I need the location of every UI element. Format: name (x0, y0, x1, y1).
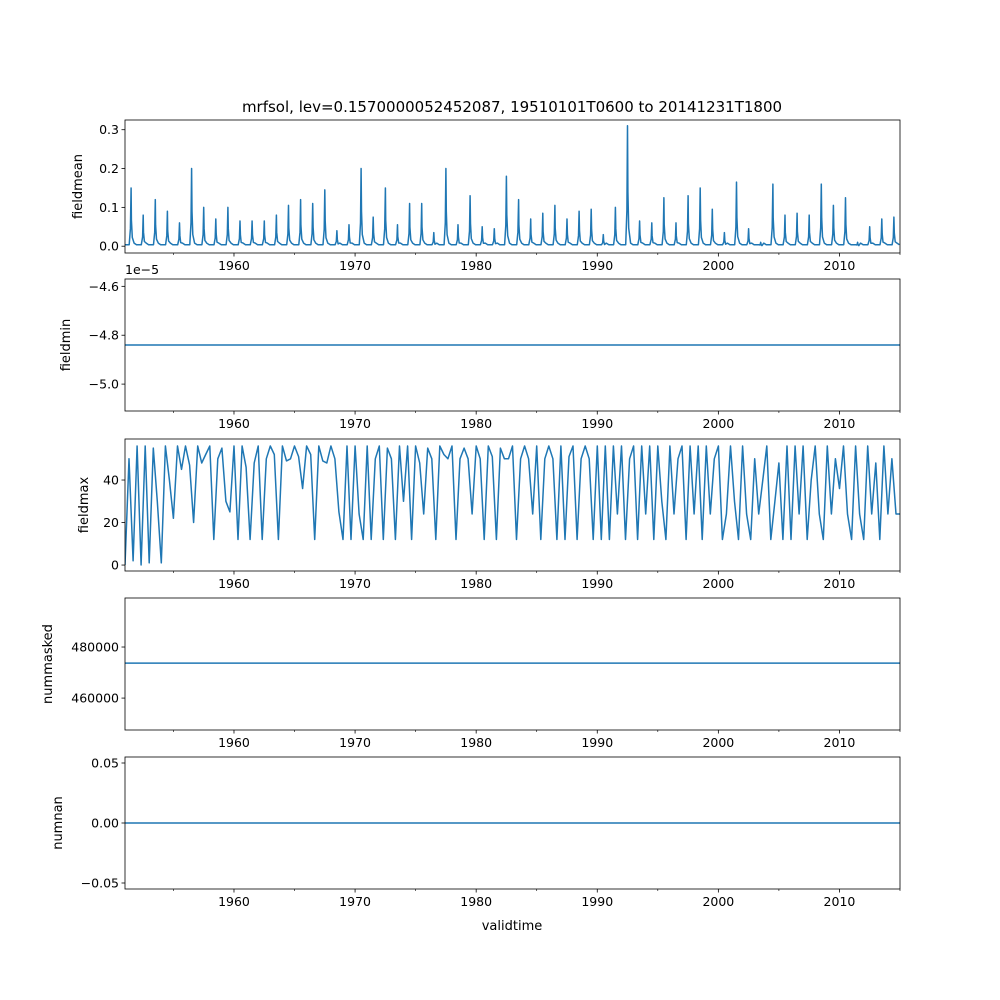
y-tick-label: 0.05 (91, 756, 119, 771)
y-tick-label: −5.0 (89, 377, 119, 392)
x-tick-label: 2010 (824, 894, 856, 909)
y-tick-label: 0 (111, 558, 119, 573)
x-tick-label: 1970 (339, 735, 371, 750)
y-axis-label: fieldmin (59, 319, 74, 372)
y-axis-label: nummasked (41, 624, 56, 704)
x-tick-label: 2010 (824, 735, 856, 750)
axes-frame (124, 119, 901, 254)
subplot-fieldmin: 1960 1970 1980 1990 2000 2010 −4.6 −4.8 −5.0 1e−5… (59, 262, 901, 431)
x-tick-label: 1980 (460, 416, 492, 431)
subplot-numnan: 1960 1970 1980 1990 2000 2010 −0.05 0.00 0.05 num… (51, 756, 901, 909)
x-tick-label: 1990 (581, 416, 613, 431)
y-tick-label: 0.0 (99, 239, 119, 254)
x-tick-label: 2000 (702, 576, 734, 591)
y-tick-label: −4.6 (89, 279, 119, 294)
x-tick-label: 1960 (218, 416, 250, 431)
x-tick-label: 1990 (581, 258, 613, 273)
x-tick-label: 1980 (460, 735, 492, 750)
x-tick-label: 1980 (460, 576, 492, 591)
x-tick-label: 1970 (339, 894, 371, 909)
x-tick-label: 2010 (824, 576, 856, 591)
y-tick-label: −0.05 (81, 876, 119, 891)
subplot-fieldmax: 1960 1970 1980 1990 2000 2010 0 20 40 fieldmax (77, 438, 901, 591)
x-tick-label: 1980 (460, 258, 492, 273)
y-axis-label: fieldmean (71, 154, 86, 219)
x-tick-label: 1970 (339, 416, 371, 431)
x-tick-label: 2000 (702, 894, 734, 909)
y-tick-label: 0.3 (99, 122, 119, 137)
x-tick-label: 2000 (702, 735, 734, 750)
x-tick-label: 1960 (218, 894, 250, 909)
axes-frame (124, 438, 901, 572)
axes-frame (124, 597, 901, 731)
x-tick-label: 1970 (339, 258, 371, 273)
series-line-fieldmax (125, 445, 900, 566)
x-tick-label: 1980 (460, 894, 492, 909)
x-tick-label: 2000 (702, 416, 734, 431)
x-tick-label: 1970 (339, 576, 371, 591)
chart-title: mrfsol, lev=0.1570000052452087, 19510101… (242, 98, 782, 116)
x-tick-label: 1960 (218, 576, 250, 591)
x-tick-label: 1990 (581, 735, 613, 750)
y-axis-label: fieldmax (77, 477, 92, 534)
axes-frame (124, 278, 901, 412)
y-axis-label: numnan (51, 796, 66, 850)
x-axis-label: validtime (482, 919, 543, 934)
x-tick-label: 1960 (218, 258, 250, 273)
x-tick-label: 1960 (218, 735, 250, 750)
x-tick-label: 1990 (581, 576, 613, 591)
subplot-fieldmean: 1960 1970 1980 1990 2000 2010 0.0 0.1 0.2 0.3 fiel… (71, 119, 901, 273)
x-tick-label: 2010 (824, 416, 856, 431)
y-offset-label: 1e−5 (125, 262, 159, 277)
y-tick-label: −4.8 (89, 328, 119, 343)
y-tick-label: 0.00 (91, 816, 119, 831)
y-tick-label: 0.1 (99, 200, 119, 215)
subplot-nummasked: 1960 1970 1980 1990 2000 2010 460000 480000 numm… (41, 597, 901, 750)
series-line-fieldmean (125, 125, 900, 247)
x-tick-label: 2000 (702, 258, 734, 273)
y-tick-label: 480000 (71, 640, 119, 655)
y-tick-label: 20 (103, 515, 119, 530)
x-tick-label: 1990 (581, 894, 613, 909)
y-tick-label: 40 (103, 473, 119, 488)
y-tick-label: 0.2 (99, 161, 119, 176)
y-tick-label: 460000 (71, 691, 119, 706)
x-tick-label: 2010 (824, 258, 856, 273)
